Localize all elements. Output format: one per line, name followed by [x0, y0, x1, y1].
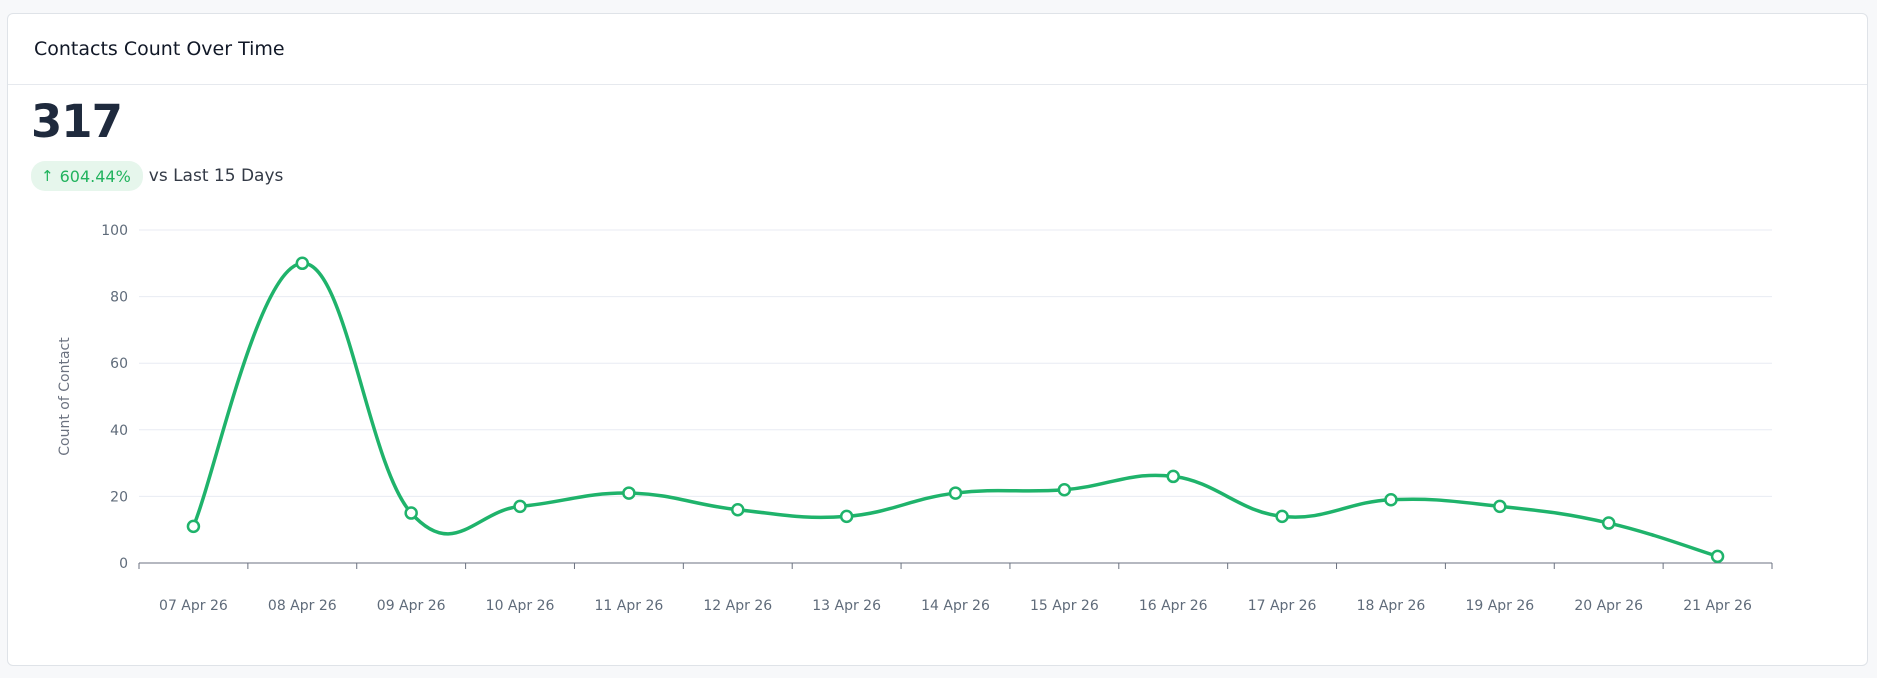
x-tick-label: 10 Apr 26 — [486, 598, 555, 614]
y-tick-label-100: 100 — [101, 223, 128, 239]
data-point-15-apr-26 — [1057, 482, 1072, 497]
data-point-18-apr-26 — [1384, 492, 1398, 507]
metric-value: 317 — [31, 95, 123, 148]
data-point-21-apr-26 — [1710, 549, 1725, 564]
x-tick-label: 09 Apr 26 — [377, 598, 446, 614]
x-tick-label: 12 Apr 26 — [703, 598, 772, 614]
data-point-20-apr-26 — [1601, 516, 1616, 530]
data-point-17-apr-26 — [1275, 509, 1289, 524]
x-tick-label: 18 Apr 26 — [1357, 598, 1426, 614]
x-tick-label: 19 Apr 26 — [1465, 598, 1534, 614]
delta-badge: ↑ 604.44% — [31, 161, 143, 191]
x-tick-label: 16 Apr 26 — [1139, 598, 1208, 614]
x-tick-label: 21 Apr 26 — [1683, 598, 1752, 614]
card-title: Contacts Count Over Time — [34, 38, 285, 60]
x-tick-label: 17 Apr 26 — [1248, 598, 1317, 614]
x-tick-label: 07 Apr 26 — [159, 598, 228, 614]
data-point-12-apr-26 — [731, 502, 745, 517]
x-tick-label: 13 Apr 26 — [812, 598, 881, 614]
card-header: Contacts Count Over Time — [8, 14, 1867, 85]
x-tick-label: 11 Apr 26 — [595, 598, 664, 614]
data-point-11-apr-26 — [622, 486, 636, 500]
data-point-10-apr-26 — [513, 499, 527, 514]
x-tick-label: 08 Apr 26 — [268, 598, 337, 614]
x-tick-label: 20 Apr 26 — [1574, 598, 1643, 614]
x-tick-label: 15 Apr 26 — [1030, 598, 1099, 614]
data-point-13-apr-26 — [839, 509, 854, 524]
arrow-up-icon: ↑ — [41, 167, 54, 185]
data-point-14-apr-26 — [948, 486, 963, 500]
y-tick-label-40: 40 — [110, 423, 128, 439]
delta-row: ↑ 604.44% vs Last 15 Days — [31, 161, 283, 191]
y-tick-label-80: 80 — [110, 290, 128, 306]
delta-value: 604.44% — [59, 166, 131, 186]
data-point-08-apr-26 — [295, 256, 310, 271]
y-axis-title: Count of Contact — [57, 337, 73, 456]
data-point-07-apr-26 — [186, 519, 201, 534]
data-point-16-apr-26 — [1166, 469, 1180, 484]
data-point-19-apr-26 — [1493, 499, 1507, 514]
y-tick-label-0: 0 — [119, 556, 128, 572]
y-tick-label-20: 20 — [110, 489, 128, 505]
chart-card: Contacts Count Over Time — [7, 13, 1868, 666]
x-tick-label: 14 Apr 26 — [921, 598, 990, 614]
series-line — [191, 261, 1719, 559]
data-point-09-apr-26 — [404, 506, 418, 520]
delta-caption: vs Last 15 Days — [148, 166, 284, 186]
y-tick-label-60: 60 — [110, 356, 128, 372]
